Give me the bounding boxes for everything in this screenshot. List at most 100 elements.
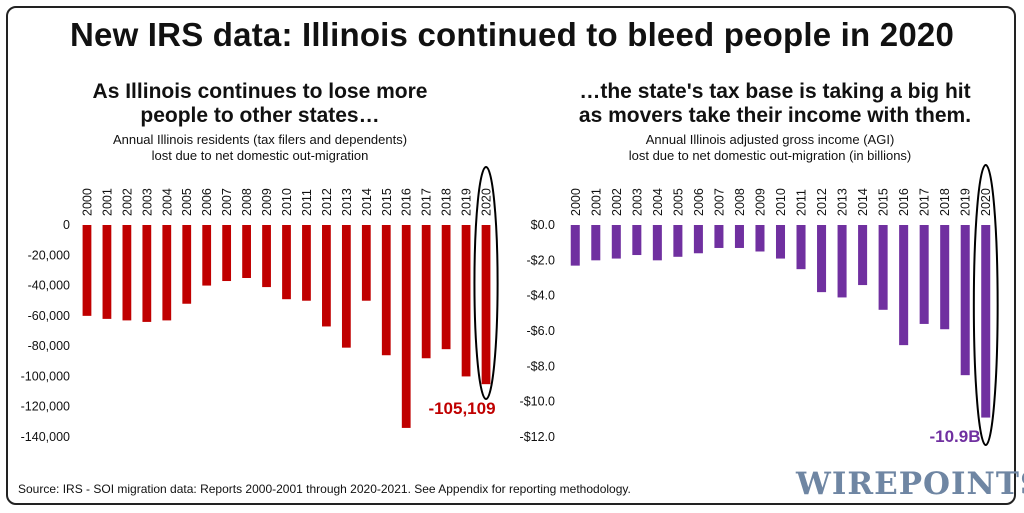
bar xyxy=(262,225,271,288)
x-tick-label: 2008 xyxy=(733,188,747,216)
bar xyxy=(591,225,601,261)
y-tick-label: -100,000 xyxy=(21,369,70,383)
bar xyxy=(693,225,703,254)
left-subtitle: As Illinois continues to lose more peopl… xyxy=(40,80,480,128)
bar xyxy=(182,225,192,304)
bar xyxy=(837,225,847,298)
bar xyxy=(940,225,950,330)
x-tick-label: 2006 xyxy=(692,188,706,216)
right-caption: Annual Illinois adjusted gross income (A… xyxy=(560,132,980,164)
x-tick-label: 2009 xyxy=(753,188,767,216)
right-subtitle-line1: …the state's tax base is taking a big hi… xyxy=(579,80,971,103)
x-tick-label: 2016 xyxy=(897,188,911,216)
x-tick-label: 2017 xyxy=(918,188,932,216)
bar xyxy=(222,225,232,282)
y-tick-label: -80,000 xyxy=(28,339,70,353)
y-tick-label: -120,000 xyxy=(21,400,70,414)
x-tick-label: 2003 xyxy=(140,188,154,216)
y-tick-label: -$2.0 xyxy=(527,253,556,267)
bar xyxy=(570,225,580,266)
x-tick-label: 2015 xyxy=(380,188,394,216)
bar xyxy=(441,225,451,350)
x-tick-label: 2003 xyxy=(630,188,644,216)
right-caption-line2: lost due to net domestic out-migration (… xyxy=(628,148,912,163)
bar xyxy=(142,225,152,322)
x-tick-label: 2018 xyxy=(440,188,454,216)
x-tick-label: 2002 xyxy=(610,188,624,216)
highlight-ellipse xyxy=(473,166,499,400)
bar xyxy=(302,225,311,301)
y-tick-label: $0.0 xyxy=(531,218,555,232)
bar xyxy=(899,225,909,346)
bar xyxy=(714,225,724,248)
x-tick-label: 2020 xyxy=(979,188,993,216)
bar xyxy=(734,225,744,248)
x-tick-label: 2019 xyxy=(460,188,474,216)
highlight-ellipse xyxy=(972,164,999,446)
bar xyxy=(162,225,172,321)
x-tick-label: 2017 xyxy=(420,188,434,216)
x-tick-label: 2006 xyxy=(200,188,214,216)
bar xyxy=(611,225,621,259)
x-tick-label: 2016 xyxy=(400,188,414,216)
bar xyxy=(461,225,471,377)
x-tick-label: 2012 xyxy=(320,188,334,216)
bar xyxy=(82,225,92,316)
x-tick-label: 2010 xyxy=(280,188,294,216)
x-tick-label: 2005 xyxy=(671,188,685,216)
y-tick-label: -$12.0 xyxy=(520,430,555,444)
bar xyxy=(202,225,212,286)
x-tick-label: 2012 xyxy=(815,188,829,216)
outer-frame xyxy=(6,6,1016,505)
x-tick-label: 2002 xyxy=(120,188,134,216)
x-tick-label: 2008 xyxy=(240,188,254,216)
bar xyxy=(919,225,929,324)
x-tick-label: 2004 xyxy=(160,188,174,216)
x-tick-label: 2005 xyxy=(180,188,194,216)
y-tick-label: -40,000 xyxy=(28,279,70,293)
right-subtitle-line2: as movers take their income with them. xyxy=(578,104,972,127)
left-subtitle-line1: As Illinois continues to lose more xyxy=(92,80,428,103)
x-tick-label: 2018 xyxy=(938,188,952,216)
bar xyxy=(796,225,806,270)
y-tick-label: -$6.0 xyxy=(527,324,556,338)
bar xyxy=(481,225,491,385)
y-tick-label: -20,000 xyxy=(28,248,70,262)
bar xyxy=(775,225,786,259)
left-caption: Annual Illinois residents (tax filers an… xyxy=(60,132,460,164)
wirepoints-logo: WIREPOINTS xyxy=(796,466,1024,502)
bar xyxy=(341,225,351,348)
y-tick-label: -140,000 xyxy=(21,430,70,444)
bar xyxy=(652,225,662,261)
x-tick-label: 2014 xyxy=(856,188,870,216)
x-tick-label: 2004 xyxy=(651,188,665,216)
bar xyxy=(122,225,132,321)
bar xyxy=(102,225,112,319)
y-tick-label: -$4.0 xyxy=(527,289,556,303)
x-tick-label: 2015 xyxy=(877,188,891,216)
y-tick-label: -60,000 xyxy=(28,309,70,323)
right-caption-line1: Annual Illinois adjusted gross income (A… xyxy=(645,132,895,147)
bar xyxy=(960,225,970,376)
bar xyxy=(817,225,827,293)
bar xyxy=(322,225,331,327)
left-caption-line2: lost due to net domestic out-migration xyxy=(151,148,369,163)
left-subtitle-line2: people to other states… xyxy=(140,104,380,127)
x-tick-label: 2011 xyxy=(795,189,809,216)
bar xyxy=(632,225,642,256)
y-tick-label: -$8.0 xyxy=(527,359,556,373)
x-tick-label: 2014 xyxy=(360,188,374,216)
bar xyxy=(381,225,391,356)
left-callout-label: -105,109 xyxy=(428,399,495,418)
x-tick-label: 2019 xyxy=(959,188,973,216)
x-tick-label: 2001 xyxy=(589,188,603,216)
bar xyxy=(361,225,371,301)
bar xyxy=(858,225,868,286)
page-title: New IRS data: Illinois continued to blee… xyxy=(69,16,954,53)
x-tick-label: 2013 xyxy=(836,188,850,216)
right-subtitle: …the state's tax base is taking a big hi… xyxy=(535,80,1015,128)
x-tick-label: 2011 xyxy=(300,189,314,216)
bar xyxy=(755,225,765,252)
